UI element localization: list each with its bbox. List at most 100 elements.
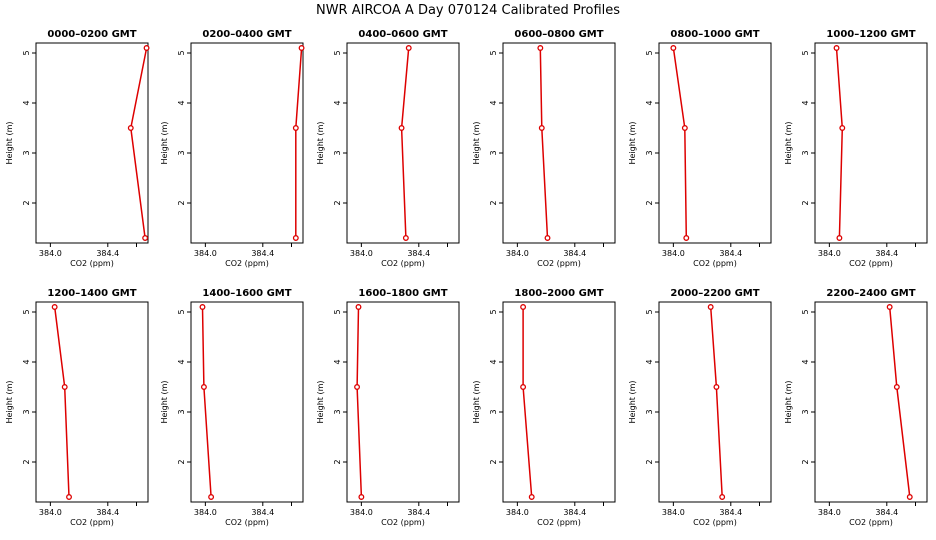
y-tick-label: 2 [22,459,31,464]
panel-title: 2000–2200 GMT [670,288,759,299]
y-tick-label: 3 [22,150,31,155]
y-tick-label: 4 [177,100,186,105]
data-point [833,45,840,51]
y-axis-label: Height (m) [5,121,14,164]
x-tick-label: 384.0 [39,508,62,517]
profile-line [53,306,70,498]
x-tick-label: 384.0 [662,508,685,517]
x-tick-label: 384.4 [719,249,742,258]
data-point [51,304,58,310]
y-tick-label: 2 [22,200,31,205]
plot-frame [502,42,616,244]
data-point [719,494,726,500]
x-tick-label: 384.4 [407,249,430,258]
plot-frame [35,301,149,503]
data-point [143,45,150,51]
y-tick-label: 4 [489,359,498,364]
y-tick-label: 5 [22,309,31,314]
x-axis-label: CO2 (ppm) [70,518,114,527]
plot-frame [190,301,304,503]
x-axis-label: CO2 (ppm) [537,259,581,268]
data-point [538,125,545,131]
data-point [142,235,149,241]
x-axis-label: CO2 (ppm) [693,518,737,527]
data-point [544,235,551,241]
y-tick-label: 2 [489,200,498,205]
x-tick-label: 384.4 [875,508,898,517]
figure-title: NWR AIRCOA A Day 070124 Calibrated Profi… [316,3,620,18]
y-axis-label: Height (m) [628,121,637,164]
y-tick-label: 4 [801,359,810,364]
x-tick-label: 384.4 [251,249,274,258]
x-tick-label: 384.0 [818,508,841,517]
y-tick-label: 2 [645,459,654,464]
data-point [683,235,690,241]
y-tick-label: 3 [645,150,654,155]
x-tick-label: 384.4 [875,249,898,258]
data-point [839,125,846,131]
y-tick-label: 4 [22,359,31,364]
y-axis-label: Height (m) [160,380,169,423]
x-tick-label: 384.4 [563,508,586,517]
x-axis-label: CO2 (ppm) [693,259,737,268]
y-tick-label: 3 [489,409,498,414]
y-tick-label: 4 [645,100,654,105]
panel-title: 0800–1000 GMT [670,29,759,40]
data-point [66,494,72,500]
data-point [402,235,409,241]
plot-frame [502,301,616,503]
panel-title: 1000–1200 GMT [826,29,915,40]
y-tick-label: 5 [801,50,810,55]
x-tick-label: 384.0 [506,508,529,517]
data-point [354,384,361,390]
data-point [61,384,68,390]
panel-title: 2200–2400 GMT [826,288,915,299]
y-axis-label: Height (m) [784,121,793,164]
plot-frame [814,42,928,244]
x-tick-label: 384.0 [662,249,685,258]
x-tick-label: 384.4 [96,508,119,517]
plot-frame [658,301,772,503]
panel-title: 1800–2000 GMT [514,288,603,299]
x-axis-label: CO2 (ppm) [849,259,893,268]
data-point [670,45,677,51]
y-tick-label: 3 [22,409,31,414]
x-tick-label: 384.0 [818,249,841,258]
profile-line [672,47,688,239]
y-tick-label: 4 [22,100,31,105]
y-axis-label: Height (m) [472,121,481,164]
profile-line [709,306,723,498]
data-point [292,125,299,131]
y-tick-label: 4 [333,359,342,364]
y-tick-label: 5 [489,309,498,314]
x-tick-label: 384.0 [194,249,217,258]
y-tick-label: 2 [801,459,810,464]
x-tick-label: 384.4 [407,508,430,517]
y-tick-label: 5 [801,309,810,314]
y-tick-label: 5 [333,50,342,55]
y-tick-label: 4 [489,100,498,105]
data-point [520,304,527,310]
plot-frame [346,301,460,503]
y-tick-label: 3 [801,150,810,155]
data-point [355,304,362,310]
data-point [713,384,720,390]
x-tick-label: 384.0 [350,508,373,517]
y-tick-label: 2 [177,200,186,205]
y-tick-label: 5 [645,309,654,314]
data-point [200,384,207,390]
y-tick-label: 2 [177,459,186,464]
x-tick-label: 384.0 [39,249,62,258]
data-point [528,494,535,500]
y-tick-label: 4 [645,359,654,364]
panel-title: 1200–1400 GMT [47,288,136,299]
y-axis-label: Height (m) [472,380,481,423]
